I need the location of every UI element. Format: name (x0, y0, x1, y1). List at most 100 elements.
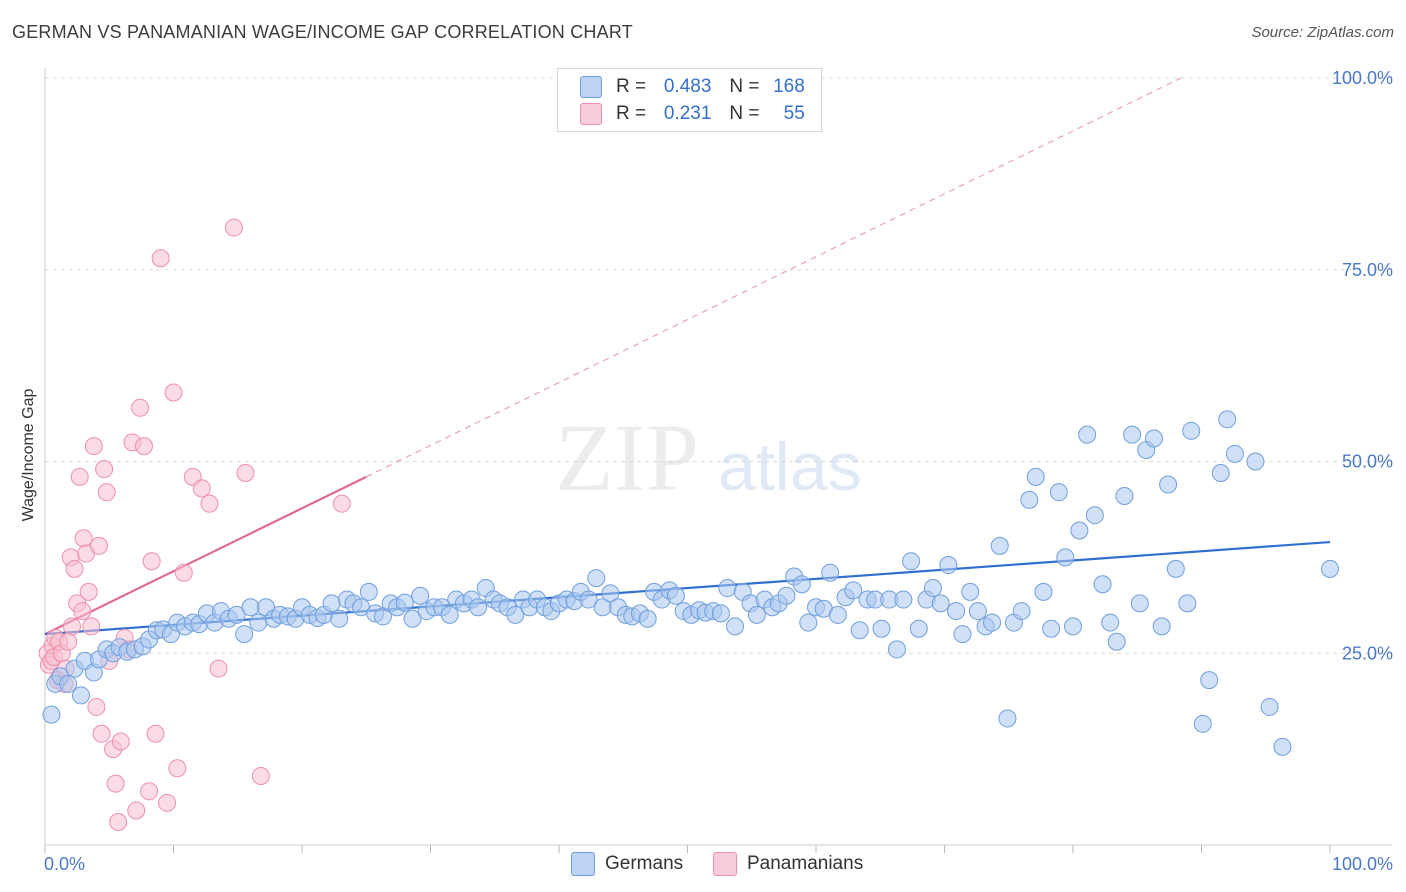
germans-point (1152, 617, 1171, 636)
y-tick-label: 25.0% (1342, 643, 1393, 663)
germans-point (1012, 602, 1031, 621)
panamanians-point (209, 659, 228, 678)
panamanians-point (236, 464, 255, 483)
germans-point (931, 594, 950, 613)
panamanians-point (168, 759, 187, 778)
panamanians-point (174, 563, 193, 582)
germans-point (1042, 619, 1061, 638)
germans-point (42, 705, 61, 724)
panamanians-point (332, 494, 351, 513)
panamanians-point (251, 766, 270, 785)
germans-point (1273, 737, 1292, 756)
legend: R = 0.483 N = 168 R = 0.231 N = 55 (557, 68, 822, 132)
germans-point (1182, 421, 1201, 440)
panamanians-point (151, 249, 170, 268)
germans-point (59, 674, 78, 693)
legend-r-label: R = (616, 76, 647, 97)
germans-point (227, 605, 246, 624)
bottom-legend-germans: Germans (571, 852, 683, 876)
chart-title: GERMAN VS PANAMANIAN WAGE/INCOME GAP COR… (12, 22, 633, 42)
trendlines (44, 77, 1331, 636)
germans-point (747, 605, 766, 624)
panamanians-point (87, 697, 106, 716)
germans-point (887, 640, 906, 659)
panamanians-point (134, 437, 153, 456)
germans-point (71, 686, 90, 705)
germans-point (1218, 410, 1237, 429)
gridlines (45, 77, 1392, 654)
panamanians-point (146, 724, 165, 743)
legend-row-panamanians: R = 0.231 N = 55 (580, 101, 805, 127)
germans-label: Germans (605, 853, 684, 874)
panamanians-point (89, 536, 108, 555)
panamanians-swatch (580, 103, 602, 125)
germans-point (249, 613, 268, 632)
panamanians-point (74, 529, 93, 548)
germans-point (909, 619, 928, 638)
germans-point (953, 625, 972, 644)
panamanians-label: Panamanians (747, 853, 864, 874)
x-tick-label: 0.0% (44, 854, 85, 874)
germans-point (1200, 671, 1219, 690)
y-tick-label: 100.0% (1332, 68, 1393, 88)
panamanians-point (192, 479, 211, 498)
panamanians-point (59, 632, 78, 651)
y-tick-label: 75.0% (1342, 260, 1393, 280)
panamanians-point (95, 460, 114, 479)
germans-swatch (571, 852, 595, 876)
germans-point (1056, 548, 1075, 567)
germans-point (1246, 452, 1265, 471)
x-tick-label: 100.0% (1332, 854, 1393, 874)
germans-point (939, 556, 958, 575)
panamanians-point (111, 732, 130, 751)
germans-point (322, 594, 341, 613)
germans-point (1211, 464, 1230, 483)
germans-point (330, 609, 349, 628)
germans-point (1093, 575, 1112, 594)
germans-point (395, 593, 414, 612)
panamanians-point (200, 494, 219, 513)
panamanians-point (84, 437, 103, 456)
germans-point (601, 584, 620, 603)
germans-swatch (580, 76, 602, 98)
germans-point (983, 613, 1002, 632)
germans-point (403, 609, 422, 628)
germans-point (1085, 506, 1104, 525)
panamanians-point (79, 582, 98, 601)
germans-point (777, 586, 796, 605)
germans-point (726, 617, 745, 636)
legend-n-label: N = (729, 76, 760, 97)
germans-point (1070, 521, 1089, 540)
germans-point (411, 586, 430, 605)
germans-point (506, 605, 525, 624)
legend-row-germans: R = 0.483 N = 168 (580, 74, 805, 100)
germans-point (1107, 632, 1126, 651)
bottom-legend-panamanians: Panamanians (713, 852, 863, 876)
y-tick-label: 50.0% (1342, 452, 1393, 472)
germans-point (990, 536, 1009, 555)
germans-point (947, 602, 966, 621)
germans-point (241, 598, 260, 617)
germans-point (792, 575, 811, 594)
germans-point (1321, 559, 1339, 578)
germans-point (666, 586, 685, 605)
chart-source: Source: ZipAtlas.com (1251, 24, 1394, 41)
germans-point (1115, 487, 1134, 506)
germans-point (968, 602, 987, 621)
germans-point (440, 605, 459, 624)
panamanians-point (131, 398, 150, 417)
panamanians-point (92, 724, 111, 743)
germans-point (1144, 429, 1163, 448)
germans-point (850, 621, 869, 640)
germans-point (1178, 594, 1197, 613)
germans-point (1130, 594, 1149, 613)
germans-point (902, 552, 921, 571)
germans-point (1020, 490, 1039, 509)
germans-point (821, 563, 840, 582)
panamanians-point (70, 467, 89, 486)
y-tick-labels: 25.0% 50.0% 75.0% 100.0% (1332, 68, 1393, 663)
germans-point (1034, 582, 1053, 601)
germans-point (961, 582, 980, 601)
germans-point (923, 579, 942, 598)
panamanians-point (65, 559, 84, 578)
